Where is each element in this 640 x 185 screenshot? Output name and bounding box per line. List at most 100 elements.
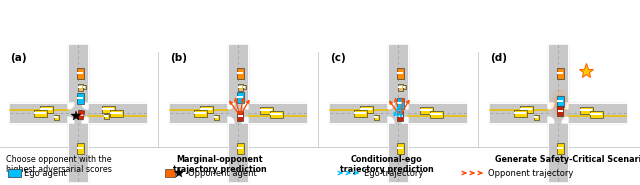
Ellipse shape	[556, 97, 564, 112]
Wedge shape	[82, 117, 88, 123]
Bar	[237, 142, 243, 154]
Bar	[77, 68, 83, 78]
Bar	[430, 113, 442, 115]
Bar	[259, 107, 273, 114]
Bar	[237, 72, 243, 74]
Bar	[557, 142, 563, 154]
Bar	[110, 112, 122, 114]
Bar	[200, 105, 212, 112]
Text: Choose opponent with the
highest adversarial scores: Choose opponent with the highest adversa…	[6, 155, 112, 174]
Bar	[520, 105, 532, 112]
Bar	[330, 103, 466, 123]
Bar	[78, 86, 82, 88]
Wedge shape	[68, 117, 74, 123]
Wedge shape	[548, 103, 554, 109]
Bar	[388, 45, 408, 181]
Bar	[403, 86, 405, 88]
Bar	[214, 115, 218, 120]
Text: (a): (a)	[10, 53, 27, 63]
Bar	[200, 108, 212, 110]
Bar	[237, 83, 243, 90]
Bar	[77, 92, 83, 103]
Bar	[557, 106, 563, 116]
Bar	[237, 115, 243, 117]
Bar	[40, 108, 52, 110]
Bar	[360, 105, 372, 112]
Bar	[590, 113, 602, 115]
Bar	[270, 113, 282, 115]
Bar	[54, 115, 58, 120]
Bar	[397, 142, 403, 154]
Bar	[557, 72, 563, 74]
Ellipse shape	[557, 100, 563, 110]
Bar	[354, 112, 366, 114]
Bar	[548, 45, 568, 181]
Bar	[557, 110, 563, 112]
Bar	[557, 95, 563, 107]
Bar	[397, 147, 403, 149]
Bar	[68, 45, 88, 181]
Bar	[77, 83, 83, 90]
Bar	[237, 68, 243, 78]
Wedge shape	[562, 103, 568, 109]
Bar	[580, 109, 592, 111]
Bar	[214, 116, 218, 118]
Bar	[54, 116, 58, 118]
Bar	[374, 116, 378, 118]
Wedge shape	[228, 103, 234, 109]
Bar	[419, 107, 433, 114]
Bar	[420, 109, 432, 111]
Bar	[102, 105, 115, 112]
Bar	[397, 68, 403, 78]
Bar	[513, 110, 527, 117]
Wedge shape	[242, 117, 248, 123]
Bar	[429, 110, 442, 117]
Wedge shape	[548, 117, 554, 123]
Bar	[534, 115, 538, 120]
Bar	[397, 111, 403, 121]
Bar	[398, 86, 402, 88]
Bar	[102, 108, 114, 110]
Text: Generate Safety-Critical Scenario: Generate Safety-Critical Scenario	[495, 155, 640, 164]
Text: Ego agent: Ego agent	[24, 169, 67, 177]
Ellipse shape	[553, 94, 567, 116]
Bar	[269, 110, 282, 117]
Bar	[589, 110, 602, 117]
Bar	[77, 110, 84, 120]
Bar	[8, 169, 21, 177]
Bar	[374, 115, 378, 120]
Wedge shape	[388, 103, 394, 109]
Bar	[360, 108, 372, 110]
Wedge shape	[402, 117, 408, 123]
Bar	[557, 100, 563, 102]
Bar	[557, 68, 563, 78]
Bar	[79, 114, 84, 116]
Bar	[194, 112, 206, 114]
Wedge shape	[242, 103, 248, 109]
Bar	[260, 109, 272, 111]
Bar	[40, 105, 52, 112]
Bar	[397, 83, 403, 90]
Bar	[243, 86, 245, 88]
Bar	[579, 107, 593, 114]
Bar	[397, 97, 403, 108]
Bar	[77, 142, 83, 154]
Bar	[10, 103, 146, 123]
Wedge shape	[68, 103, 74, 109]
Bar	[228, 45, 248, 181]
Bar	[77, 97, 83, 99]
Bar	[243, 85, 246, 89]
Bar	[397, 102, 403, 104]
Bar	[83, 86, 85, 88]
Text: (d): (d)	[490, 53, 507, 63]
Bar	[490, 103, 626, 123]
Wedge shape	[228, 117, 234, 123]
Wedge shape	[388, 117, 394, 123]
Bar	[170, 103, 306, 123]
Text: (b): (b)	[170, 53, 187, 63]
Bar	[83, 85, 86, 89]
Wedge shape	[562, 117, 568, 123]
Text: Opponent agent: Opponent agent	[188, 169, 257, 177]
Text: Ego trajectory: Ego trajectory	[364, 169, 424, 177]
Bar	[165, 169, 175, 177]
